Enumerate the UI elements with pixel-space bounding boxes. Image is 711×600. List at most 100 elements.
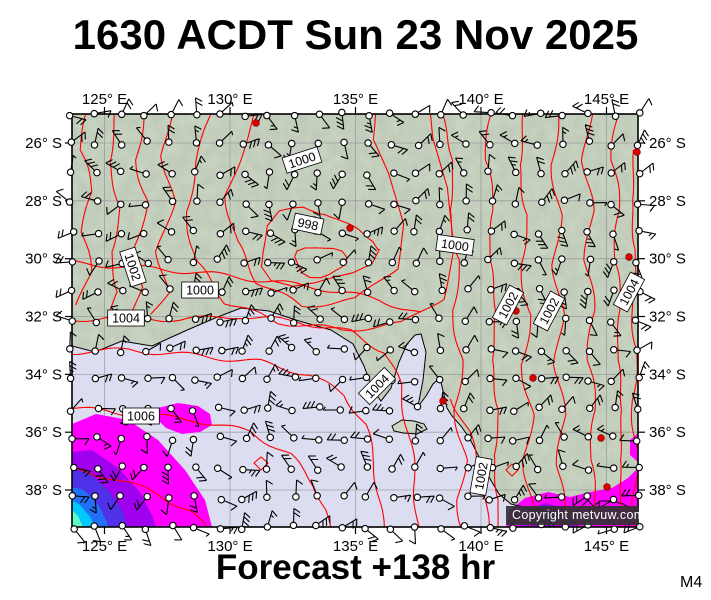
- station-circle: [583, 168, 591, 176]
- station-circle: [68, 492, 77, 500]
- wind-barb: [372, 428, 394, 443]
- station-circle: [462, 140, 470, 148]
- wind-barb: [435, 494, 455, 511]
- wind-barb: [484, 153, 496, 175]
- wind-barb: [596, 424, 617, 440]
- lat-label-left: 30° S: [25, 251, 62, 268]
- station-circle: [585, 316, 594, 325]
- station-circle: [218, 288, 226, 296]
- station-circle: [487, 345, 496, 353]
- wind-barb: [633, 341, 653, 354]
- station-circle: [388, 465, 396, 473]
- wind-barb: [292, 479, 304, 501]
- wind-barb: [609, 230, 620, 251]
- station-circle: [363, 171, 371, 179]
- station-circle: [361, 524, 369, 533]
- station-circle: [91, 374, 100, 383]
- wind-barb: [213, 244, 231, 263]
- axis-ticks: [65, 107, 645, 534]
- station-circle: [191, 376, 199, 384]
- station-circle: [338, 375, 347, 384]
- wind-barb: [113, 434, 125, 456]
- station-circle: [535, 284, 544, 293]
- station-circle: [508, 111, 517, 120]
- red-station-dot: [529, 374, 537, 382]
- station-circle: [119, 286, 127, 295]
- wind-barb: [572, 101, 592, 118]
- wind-barb: [562, 346, 579, 365]
- station-circle: [90, 522, 99, 530]
- wind-barb: [364, 139, 380, 158]
- station-circle: [142, 170, 150, 178]
- wind-barb: [364, 111, 373, 133]
- wind-barb: [507, 156, 520, 177]
- wind-barb: [512, 453, 530, 471]
- wind-barb: [537, 347, 555, 365]
- wind-barb: [140, 432, 151, 454]
- lat-label-right: 28° S: [649, 193, 686, 210]
- land-layer: [72, 114, 638, 515]
- station-circle: [239, 465, 247, 474]
- station-circle: [609, 464, 618, 472]
- station-circle: [635, 463, 643, 472]
- wind-barb: [607, 368, 626, 386]
- station-circle: [313, 466, 322, 474]
- station-circle: [214, 403, 223, 412]
- wind-barb: [216, 188, 234, 206]
- station-circle: [385, 407, 394, 415]
- wind-barb: [91, 373, 113, 383]
- axis-labels: 125° E 125° E 130° E 130° E 135° E 135° E 140°…: [25, 91, 686, 555]
- station-circle: [363, 230, 371, 238]
- station-circle: [218, 346, 226, 355]
- station-circle: [140, 463, 148, 472]
- wind-barb: [330, 307, 349, 324]
- wind-barb: [340, 138, 349, 160]
- isobar-label: 1000: [435, 234, 475, 256]
- station-circle: [558, 226, 566, 235]
- svg-text:1004: 1004: [112, 312, 140, 326]
- station-circle: [385, 435, 394, 443]
- station-circle: [533, 465, 542, 474]
- lon-label-bottom: 135° E: [333, 538, 378, 555]
- kangaroo-island: [392, 420, 427, 434]
- wind-barb: [335, 108, 346, 130]
- wind-barb: [364, 200, 386, 215]
- wind-barb: [586, 199, 608, 207]
- wind-barb: [412, 247, 428, 267]
- station-circle: [339, 258, 347, 267]
- station-circle: [144, 374, 152, 382]
- wind-barb: [584, 377, 605, 392]
- station-circle: [607, 142, 615, 150]
- lat-label-right: 26° S: [649, 135, 686, 152]
- station-circle: [537, 374, 546, 383]
- station-circle: [167, 228, 176, 236]
- wind-barb: [585, 394, 604, 413]
- lon-label-bottom: 145° E: [584, 538, 629, 555]
- wind-barb: [486, 523, 508, 537]
- lon-label-bottom: 130° E: [207, 538, 252, 555]
- wind-barb: [141, 525, 152, 547]
- station-circle: [265, 200, 273, 209]
- station-circle: [117, 200, 125, 209]
- station-circle: [242, 434, 251, 443]
- wind-barb: [68, 434, 90, 446]
- wind-barb: [242, 200, 259, 219]
- station-circle: [610, 257, 618, 266]
- station-circle: [437, 525, 445, 533]
- station-circle: [562, 314, 570, 323]
- wind-barb: [127, 229, 148, 241]
- wind-barbs-layer: [55, 97, 657, 547]
- station-circle: [213, 464, 222, 472]
- station-circle: [459, 111, 467, 119]
- wind-barb: [161, 463, 172, 485]
- station-circle: [484, 255, 492, 264]
- station-circle: [636, 109, 644, 117]
- wind-barb: [329, 170, 346, 190]
- wind-barb: [408, 523, 419, 545]
- wind-barb: [94, 465, 109, 484]
- wind-barb: [603, 286, 618, 307]
- station-circle: [266, 229, 275, 237]
- station-circle: [510, 230, 518, 239]
- station-circle: [289, 319, 298, 327]
- wind-barb: [372, 318, 394, 328]
